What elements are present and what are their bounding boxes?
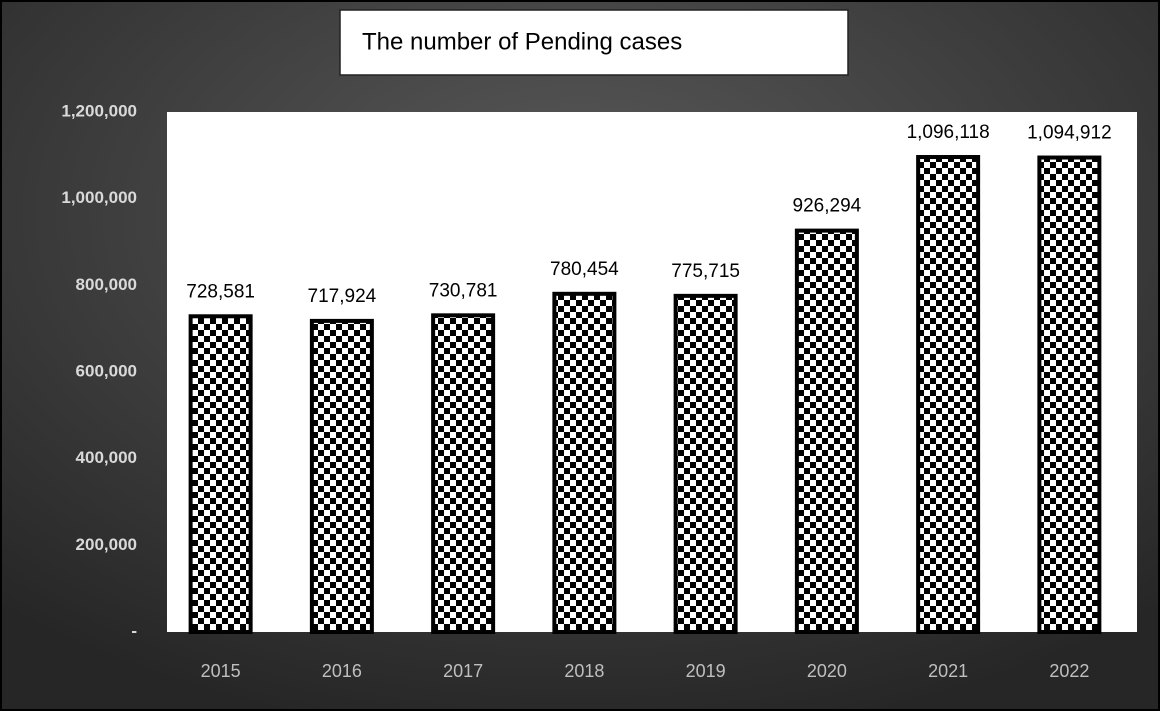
x-tick-label: 2022 bbox=[1049, 661, 1089, 681]
data-label: 926,294 bbox=[793, 196, 862, 217]
data-label: 1,096,118 bbox=[907, 122, 990, 143]
y-tick-label: 1,200,000 bbox=[61, 101, 137, 120]
y-tick-label: - bbox=[131, 621, 137, 640]
data-label: 728,581 bbox=[186, 281, 255, 302]
y-tick-label: 1,000,000 bbox=[61, 188, 137, 207]
x-tick-label: 2021 bbox=[928, 661, 968, 681]
y-tick-label: 600,000 bbox=[76, 361, 137, 380]
y-tick-label: 400,000 bbox=[76, 448, 137, 467]
bar bbox=[431, 313, 496, 634]
bar bbox=[309, 318, 374, 634]
chart-title: The number of Pending cases bbox=[362, 28, 682, 55]
bar bbox=[1037, 155, 1102, 634]
bar bbox=[552, 291, 617, 634]
y-tick-label: 800,000 bbox=[76, 275, 137, 294]
bar bbox=[916, 155, 981, 634]
bar bbox=[794, 228, 859, 634]
data-label: 717,924 bbox=[308, 286, 377, 307]
data-label: 780,454 bbox=[550, 259, 619, 280]
data-label: 730,781 bbox=[429, 280, 498, 301]
title-box bbox=[339, 9, 849, 76]
x-tick-label: 2019 bbox=[686, 661, 726, 681]
x-tick-label: 2016 bbox=[322, 661, 362, 681]
x-tick-label: 2020 bbox=[807, 661, 847, 681]
x-tick-label: 2017 bbox=[443, 661, 483, 681]
bar bbox=[188, 314, 253, 634]
y-tick-label: 200,000 bbox=[76, 535, 137, 554]
bar bbox=[673, 293, 738, 634]
data-label: 1,094,912 bbox=[1027, 123, 1112, 144]
x-tick-label: 2015 bbox=[201, 661, 241, 681]
x-tick-label: 2018 bbox=[564, 661, 604, 681]
data-label: 775,715 bbox=[671, 261, 740, 282]
